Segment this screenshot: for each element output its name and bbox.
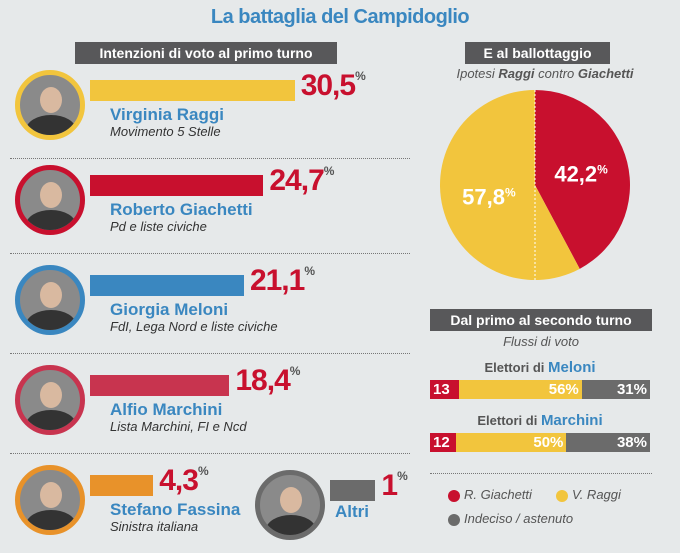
- legend-indeciso: Indeciso / astenuto: [448, 511, 573, 526]
- flow-label: Elettori di Marchini: [477, 412, 603, 429]
- candidate-party: FdI, Lega Nord e liste civiche: [110, 319, 278, 334]
- yellow-dot-icon: [556, 489, 568, 502]
- candidate-name: Alfio Marchini: [110, 400, 223, 419]
- candidate-party: Pd e liste civiche: [110, 219, 207, 234]
- candidate-photo: [15, 265, 85, 335]
- left-header: Intenzioni di voto al primo turno: [75, 42, 337, 64]
- bar-altri: [330, 480, 376, 501]
- candidate-party: Sinistra italiana: [110, 519, 199, 534]
- flow-segment: 50%: [456, 433, 567, 452]
- pie-slice-0: [535, 90, 630, 269]
- flow-segment: 38%: [566, 433, 650, 452]
- pie-label-1: 57,8%: [462, 185, 516, 210]
- flow-bar: 13 56% 31%: [430, 380, 650, 399]
- bar-giachetti: [90, 175, 264, 196]
- flow-segment: 56%: [458, 380, 582, 399]
- row-divider: [10, 453, 410, 454]
- flow-segment: 31%: [581, 380, 650, 399]
- value-marchini: 18,4%: [235, 364, 300, 397]
- flow-label: Elettori di Meloni: [484, 359, 596, 376]
- red-dot-icon: [448, 489, 460, 502]
- gray-dot-icon: [448, 513, 460, 526]
- page-title: La battaglia del Campidoglio: [210, 6, 470, 28]
- bar-marchini: [90, 375, 230, 396]
- value-fassina: 4,3%: [159, 464, 208, 497]
- flow-segment: 13: [430, 380, 459, 399]
- flow-bar: 12 50% 38%: [430, 433, 650, 452]
- candidate-name: Giorgia Meloni: [110, 300, 229, 319]
- candidate-photo: [15, 465, 85, 535]
- legend-raggi: V. Raggi: [556, 487, 621, 502]
- candidate-party: Lista Marchini, FI e Ncd: [110, 419, 247, 434]
- value-meloni: 21,1%: [249, 264, 315, 297]
- candidate-party: Movimento 5 Stelle: [110, 124, 221, 139]
- pie-slice-1: [440, 90, 580, 280]
- value-raggi: 30,5%: [300, 69, 366, 102]
- bar-meloni: [90, 275, 244, 296]
- ballottaggio-header: E al ballottaggio: [465, 42, 610, 64]
- candidate-photo: [15, 165, 85, 235]
- ballottaggio-subtitle: Ipotesi Raggi contro Giachetti: [456, 66, 634, 81]
- pie-chart: 42,2% 57,8%: [440, 90, 630, 280]
- legend-divider: [430, 473, 652, 474]
- row-divider: [10, 158, 410, 159]
- flussi-subtitle: Flussi di voto: [503, 334, 579, 349]
- candidate-name: Stefano Fassina: [110, 500, 241, 519]
- candidate-photo: [15, 365, 85, 435]
- candidate-name: Virginia Raggi: [110, 105, 224, 124]
- value-giachetti: 24,7%: [269, 164, 334, 197]
- candidate-name: Roberto Giachetti: [110, 200, 253, 219]
- candidate-photo: [15, 70, 85, 140]
- flow-segment: 12: [430, 433, 457, 452]
- bar-fassina: [90, 475, 154, 496]
- bar-raggi: [90, 80, 295, 101]
- value-altri: 1%: [381, 469, 407, 502]
- row-divider: [10, 353, 410, 354]
- legend-giachetti: R. Giachetti: [448, 487, 532, 502]
- pie-label-0: 42,2%: [554, 161, 608, 186]
- flussi-header: Dal primo al secondo turno: [430, 309, 652, 331]
- candidate-photo: [255, 470, 325, 540]
- candidate-name: Altri: [335, 502, 369, 521]
- row-divider: [10, 253, 410, 254]
